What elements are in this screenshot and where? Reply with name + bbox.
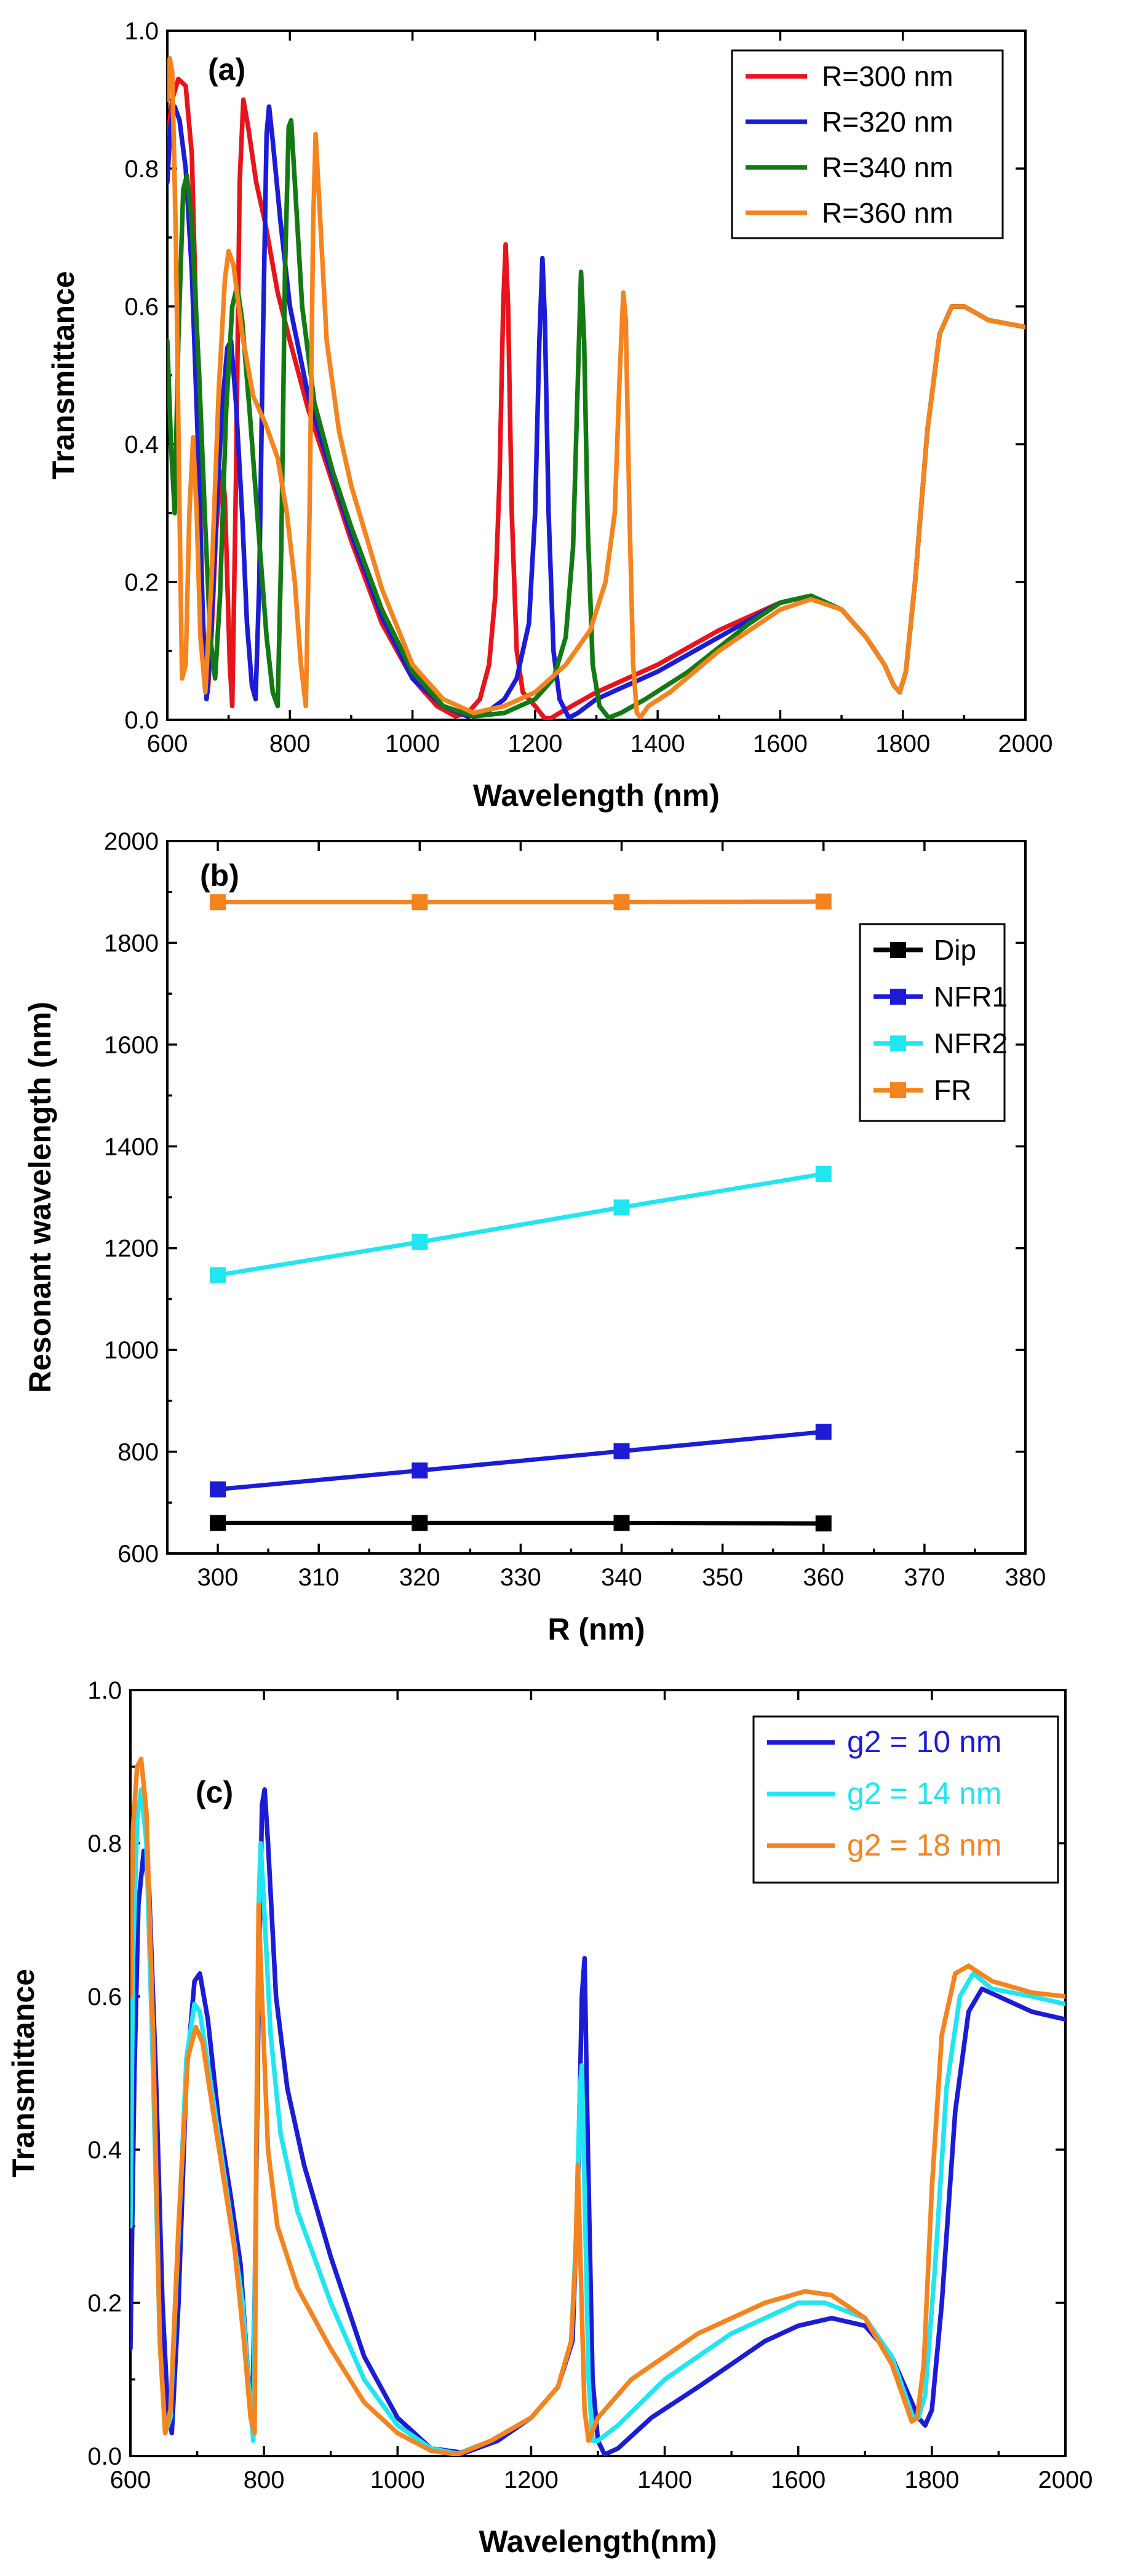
y-axis-title: Transmittance [6, 1969, 41, 2177]
series-line-cyan [215, 1171, 826, 1278]
y-tick-label: 0.2 [124, 569, 159, 596]
x-tick-label: 1200 [504, 2466, 559, 2494]
y-axis-title: Transmittance [46, 271, 81, 479]
legend-label: R=360 nm [822, 197, 953, 229]
y-tick-label: 0.6 [87, 1984, 122, 2011]
series-group [130, 1757, 1065, 2456]
x-tick-label: 1800 [904, 2466, 959, 2494]
x-tick-label: 1400 [631, 730, 685, 757]
y-tick-label: 1600 [104, 1032, 159, 1059]
y-tick-label: 0.8 [87, 1830, 122, 1857]
y-tick-label: 0.0 [87, 2443, 122, 2470]
data-marker-blue [210, 1481, 226, 1497]
legend-label: Dip [934, 934, 976, 966]
x-tick-label: 330 [500, 1564, 541, 1591]
legend-label: FR [934, 1074, 971, 1106]
x-tick-label: 1400 [637, 2466, 692, 2494]
data-marker-cyan [210, 1267, 226, 1283]
data-marker-blue [815, 1424, 832, 1440]
y-axis-title: Resonant wavelength (nm) [23, 1002, 57, 1393]
y-tick-label: 1.0 [124, 18, 159, 45]
y-tick-label: 800 [117, 1439, 159, 1466]
legend-label: R=300 nm [822, 60, 953, 92]
legend-label: R=340 nm [822, 151, 953, 183]
data-marker-cyan [412, 1234, 428, 1250]
data-marker-orange [412, 894, 428, 911]
x-tick-label: 380 [1005, 1564, 1046, 1591]
x-tick-label: 340 [601, 1564, 642, 1591]
y-tick-label: 2000 [104, 828, 159, 855]
series-group [167, 56, 1025, 720]
legend-label: NFR1 [934, 981, 1008, 1013]
x-tick-label: 800 [269, 730, 311, 757]
legend-marker-cyan [890, 1035, 906, 1051]
legend-label: g2 = 18 nm [847, 1828, 1002, 1862]
y-tick-label: 0.2 [87, 2290, 122, 2317]
x-tick-label: 1000 [385, 730, 440, 757]
data-marker-orange [210, 894, 226, 911]
x-tick-label: 1600 [753, 730, 808, 757]
series-line-orange [167, 56, 1025, 720]
data-marker-orange [613, 894, 630, 911]
series-line-orange [215, 899, 826, 904]
y-tick-label: 0.6 [124, 293, 159, 321]
data-marker-cyan [613, 1199, 630, 1216]
x-tick-label: 800 [244, 2466, 285, 2494]
x-tick-label: 320 [399, 1564, 440, 1591]
x-tick-label: 300 [197, 1564, 239, 1591]
y-tick-label: 600 [117, 1541, 159, 1568]
legend-label: g2 = 14 nm [847, 1776, 1002, 1811]
series-line-orange [130, 1757, 1065, 2456]
y-tick-label: 1200 [104, 1235, 159, 1262]
y-tick-label: 1000 [104, 1337, 159, 1364]
y-tick-label: 1800 [104, 930, 159, 957]
panel-label: (b) [200, 858, 239, 893]
x-tick-label: 350 [702, 1564, 743, 1591]
y-tick-label: 0.0 [124, 707, 159, 734]
x-tick-label: 1600 [771, 2466, 826, 2494]
x-tick-label: 2000 [1038, 2466, 1093, 2494]
x-tick-label: 360 [803, 1564, 844, 1591]
legend-marker-blue [890, 989, 906, 1005]
y-tick-label: 0.8 [124, 156, 159, 183]
panel-label: (a) [208, 52, 245, 87]
x-tick-label: 2000 [998, 730, 1053, 757]
y-tick-label: 0.4 [124, 431, 159, 458]
x-tick-label: 1200 [507, 730, 562, 757]
panel-label: (c) [196, 1775, 233, 1809]
data-marker-black [210, 1515, 226, 1531]
data-marker-black [412, 1515, 428, 1531]
chart-panel-b: 300 310 320 330 340 350 360 370 380 600 800 1000 120… [23, 828, 1046, 1646]
x-tick-label: 1000 [370, 2466, 425, 2494]
legend-marker-black [890, 942, 906, 958]
legend-box [731, 49, 1004, 239]
data-marker-cyan [815, 1165, 832, 1182]
series-group [215, 899, 826, 1526]
legend-label: g2 = 10 nm [847, 1725, 1002, 1759]
x-axis-title: R (nm) [547, 1612, 645, 1646]
x-tick-label: 1800 [875, 730, 930, 757]
chart-panel-a: 600 800 1000 1200 1400 1600 1800 2000 0.0 0.2 0.4 0… [46, 18, 1052, 813]
y-tick-label: 1400 [104, 1133, 159, 1160]
series-line-blue [215, 1429, 826, 1492]
legend-label: NFR2 [934, 1027, 1008, 1059]
x-axis-title: Wavelength(nm) [479, 2524, 717, 2559]
y-tick-label: 1.0 [87, 1677, 122, 1704]
x-axis-title: Wavelength (nm) [473, 778, 720, 813]
data-marker-blue [613, 1443, 630, 1459]
x-tick-label: 310 [298, 1564, 340, 1591]
data-marker-blue [412, 1462, 428, 1479]
data-marker-black [613, 1515, 630, 1531]
chart-panel-c: 600 800 1000 1200 1400 1600 1800 2000 0.0 0.2 0.4 0… [6, 1677, 1092, 2559]
legend-label: R=320 nm [822, 106, 953, 138]
y-tick-label: 0.4 [87, 2137, 122, 2164]
data-marker-orange [815, 893, 832, 910]
data-marker-black [815, 1515, 832, 1532]
x-tick-label: 370 [904, 1564, 945, 1591]
x-tick-label: 600 [147, 730, 188, 757]
x-tick-label: 600 [110, 2466, 151, 2494]
legend-marker-orange [890, 1082, 906, 1098]
